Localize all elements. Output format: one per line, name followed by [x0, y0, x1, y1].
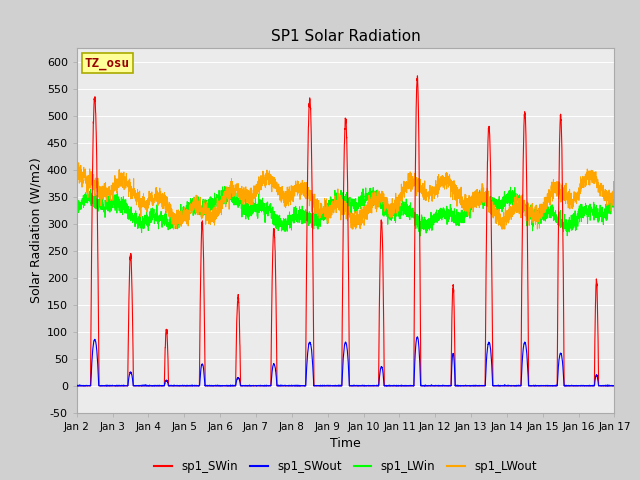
sp1_LWout — [611, 196, 618, 202]
sp1_SWin — [73, 383, 81, 389]
Text: TZ_osu: TZ_osu — [85, 57, 130, 70]
sp1_LWin — [436, 213, 444, 218]
sp1_SWout — [497, 383, 504, 389]
sp1_SWout — [466, 383, 474, 388]
Line: sp1_SWin: sp1_SWin — [77, 76, 614, 386]
Legend: sp1_SWin, sp1_SWout, sp1_LWin, sp1_LWout: sp1_SWin, sp1_SWout, sp1_LWin, sp1_LWout — [150, 455, 541, 478]
Line: sp1_LWin: sp1_LWin — [77, 186, 614, 236]
sp1_SWout — [436, 383, 444, 389]
Line: sp1_SWout: sp1_SWout — [77, 337, 614, 386]
sp1_LWin — [326, 197, 333, 203]
sp1_SWout — [413, 334, 421, 340]
sp1_LWout — [610, 192, 618, 198]
sp1_SWout — [73, 383, 81, 389]
sp1_SWout — [326, 383, 333, 388]
sp1_SWout — [611, 383, 618, 389]
Line: sp1_LWout: sp1_LWout — [77, 163, 614, 229]
sp1_LWin — [73, 212, 81, 217]
sp1_SWin — [413, 73, 421, 79]
sp1_LWout — [326, 215, 333, 221]
sp1_SWin — [326, 383, 333, 389]
sp1_SWin — [611, 383, 618, 389]
sp1_LWout — [75, 160, 83, 166]
Title: SP1 Solar Radiation: SP1 Solar Radiation — [271, 29, 420, 44]
sp1_SWout — [73, 383, 81, 388]
sp1_LWin — [466, 213, 474, 218]
sp1_LWin — [221, 183, 228, 189]
sp1_SWin — [497, 383, 504, 389]
sp1_LWout — [466, 205, 474, 211]
sp1_LWout — [497, 218, 504, 224]
sp1_SWin — [170, 383, 177, 389]
X-axis label: Time: Time — [330, 437, 361, 450]
sp1_LWin — [417, 233, 424, 239]
sp1_SWin — [466, 383, 474, 389]
sp1_LWin — [610, 199, 618, 204]
sp1_LWout — [73, 171, 81, 177]
sp1_LWin — [170, 226, 177, 232]
sp1_LWout — [170, 217, 177, 223]
sp1_SWout — [610, 383, 618, 389]
sp1_LWin — [611, 208, 618, 214]
Y-axis label: Solar Radiation (W/m2): Solar Radiation (W/m2) — [29, 157, 42, 303]
sp1_SWin — [610, 383, 618, 389]
sp1_LWout — [436, 176, 444, 182]
sp1_SWout — [170, 383, 177, 388]
sp1_SWin — [436, 383, 444, 389]
sp1_LWout — [348, 226, 356, 232]
sp1_LWin — [497, 200, 504, 206]
